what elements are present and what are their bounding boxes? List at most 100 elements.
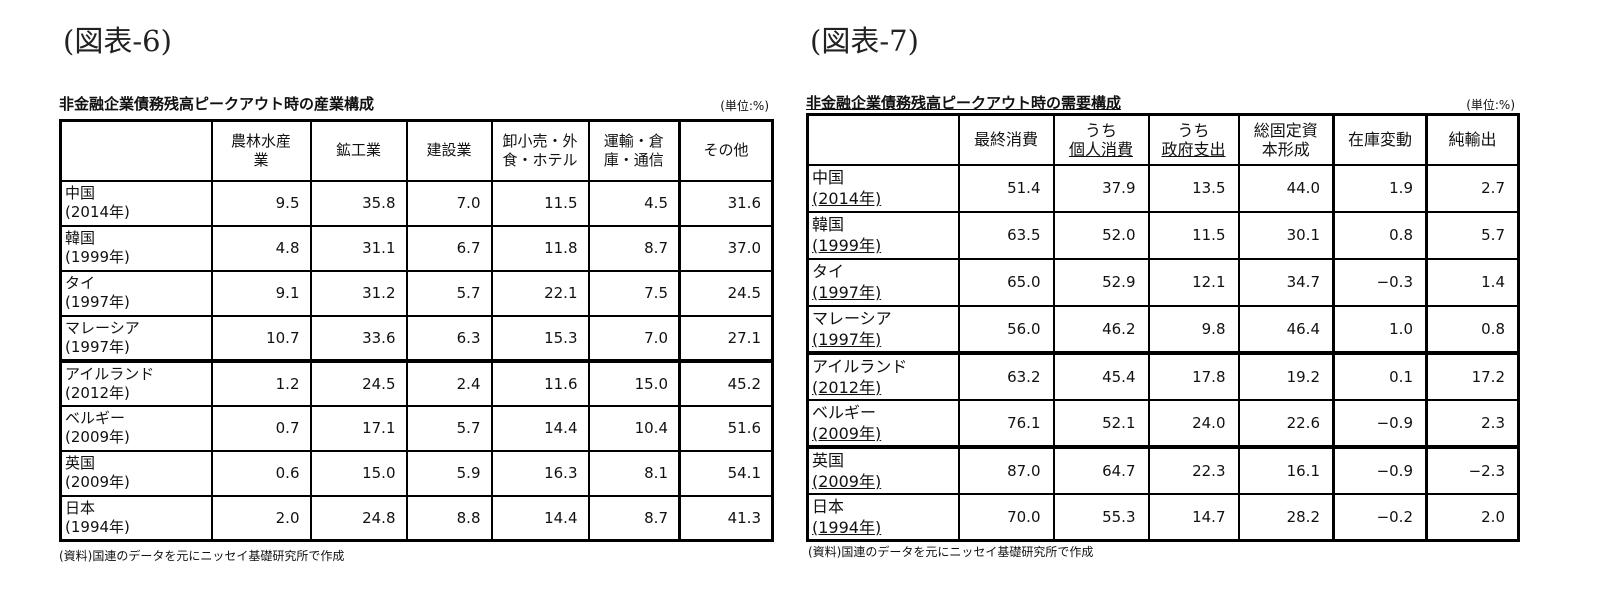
country-name: アイルランド (812, 356, 908, 376)
value-cell: 1.0 (1332, 304, 1428, 354)
value-cell: 33.6 (309, 314, 408, 362)
table-row: ベルギー (2009年) 76.1 52.1 24.0 22.6 −0.9 2.3 (806, 398, 1520, 448)
table-row: ベルギー (2009年) 0.7 17.1 5.7 14.4 10.4 51.6 (59, 404, 774, 452)
peak-year: (2014年) (812, 189, 882, 208)
value-cell: 14.7 (1147, 492, 1240, 542)
row-label: 日本 (1994年) (806, 492, 960, 542)
table-caption: 非金融企業債務残高ピークアウト時の需要構成 (806, 94, 1122, 112)
column-header-mining-manufacturing: 鉱工業 (309, 119, 408, 182)
value-cell: 0.6 (210, 449, 312, 497)
column-header-country (806, 113, 960, 166)
value-cell: 31.1 (309, 224, 408, 272)
value-cell: −2.3 (1425, 444, 1520, 495)
value-cell: 2.0 (210, 494, 312, 542)
value-cell: 55.3 (1052, 492, 1150, 542)
table-row: 中国 (2014年) 51.4 37.9 13.5 44.0 1.9 2.7 (806, 163, 1520, 213)
value-cell: 1.4 (1425, 257, 1520, 307)
column-header-private-consumption: うち 個人消費 (1052, 113, 1150, 166)
value-cell: 27.1 (678, 314, 774, 362)
row-label: 中国 (2014年) (806, 163, 960, 213)
value-cell: 87.0 (957, 444, 1055, 495)
value-cell: 24.0 (1147, 398, 1240, 448)
source-note: (資料)国連のデータを元にニッセイ基礎研究所で作成 (808, 545, 1094, 559)
table-row: 韓国 (1999年) 4.8 31.1 6.7 11.8 8.7 37.0 (59, 224, 774, 272)
peak-year: (1997年) (812, 283, 882, 302)
value-cell: 4.8 (210, 224, 312, 272)
peak-year: (1994年) (812, 517, 882, 537)
value-cell: 28.2 (1237, 492, 1335, 542)
value-cell: 22.6 (1237, 398, 1335, 448)
value-cell: 0.1 (1332, 350, 1428, 401)
value-cell: 46.4 (1237, 304, 1335, 354)
value-cell: 4.5 (587, 179, 681, 227)
source-note: (資料)国連のデータを元にニッセイ基礎研究所で作成 (59, 549, 345, 563)
value-cell: 31.6 (678, 179, 774, 227)
column-header-wholesale-retail: 卸小売・外 食・ホテル (490, 119, 590, 182)
value-cell: 30.1 (1237, 210, 1335, 260)
column-header-final-consumption: 最終消費 (957, 113, 1055, 166)
value-cell: 16.1 (1237, 444, 1335, 495)
row-label: アイルランド (2012年) (806, 350, 960, 401)
value-cell: 2.4 (405, 358, 493, 407)
column-header-agriculture: 農林水産業 (210, 119, 312, 182)
value-cell: 5.7 (405, 404, 493, 452)
value-cell: 45.2 (678, 358, 774, 407)
value-cell: 31.2 (309, 269, 408, 317)
country-name: 英国 (65, 454, 96, 472)
value-cell: 17.2 (1425, 350, 1520, 401)
country-name: タイ (65, 274, 96, 292)
value-cell: 17.8 (1147, 350, 1240, 401)
value-cell: −0.3 (1332, 257, 1428, 307)
table-row: 日本 (1994年) 70.0 55.3 14.7 28.2 −0.2 2.0 (806, 492, 1520, 542)
country-name: 中国 (812, 168, 845, 187)
column-header-transport: 運輸・倉 庫・通信 (587, 119, 681, 182)
table-row: 韓国 (1999年) 63.5 52.0 11.5 30.1 0.8 5.7 (806, 210, 1520, 260)
value-cell: 15.0 (309, 449, 408, 497)
table-row: アイルランド (2012年) 1.2 24.5 2.4 11.6 15.0 45.2 (59, 358, 774, 407)
table-row: マレーシア (1997年) 56.0 46.2 9.8 46.4 1.0 0.8 (806, 304, 1520, 354)
caption-row: 非金融企業債務残高ピークアウト時の産業構成 (単位:%) (59, 93, 771, 114)
column-header-construction: 建設業 (405, 119, 493, 182)
column-header-gross-fixed-capital: 総固定資 本形成 (1237, 113, 1335, 166)
value-cell: 11.8 (490, 224, 590, 272)
value-cell: −0.2 (1332, 492, 1428, 542)
value-cell: 17.1 (309, 404, 408, 452)
value-cell: 46.2 (1052, 304, 1150, 354)
value-cell: 35.8 (309, 179, 408, 227)
value-cell: 7.0 (405, 179, 493, 227)
value-cell: 52.1 (1052, 398, 1150, 448)
value-cell: 5.7 (1425, 210, 1520, 260)
value-cell: 1.2 (210, 358, 312, 407)
value-cell: 10.7 (210, 314, 312, 362)
value-cell: 14.4 (490, 404, 590, 452)
figure-label: (図表-6) (63, 24, 172, 58)
column-header-net-exports: 純輸出 (1425, 113, 1520, 166)
unit-label: (単位:%) (1466, 98, 1515, 112)
row-label: マレーシア (1997年) (59, 314, 213, 362)
table-row: マレーシア (1997年) 10.7 33.6 6.3 15.3 7.0 27.1 (59, 314, 774, 362)
value-cell: 16.3 (490, 449, 590, 497)
peak-year: (2014年) (65, 203, 130, 221)
value-cell: 8.8 (405, 494, 493, 542)
value-cell: 22.1 (490, 269, 590, 317)
value-cell: 1.9 (1332, 163, 1428, 213)
value-cell: 11.5 (490, 179, 590, 227)
value-cell: 7.5 (587, 269, 681, 317)
peak-year: (2012年) (812, 377, 882, 397)
country-name: マレーシア (812, 308, 892, 328)
country-name: ベルギー (812, 402, 877, 422)
peak-year: (1997年) (812, 329, 882, 349)
value-cell: 0.8 (1425, 304, 1520, 354)
value-cell: 0.7 (210, 404, 312, 452)
unit-label: (単位:%) (720, 99, 769, 113)
peak-year: (1999年) (812, 236, 882, 255)
row-label: マレーシア (1997年) (806, 304, 960, 354)
value-cell: 14.4 (490, 494, 590, 542)
row-label: 中国 (2014年) (59, 179, 213, 227)
figure-label: (図表-7) (810, 24, 919, 58)
value-cell: 41.3 (678, 494, 774, 542)
value-cell: 52.0 (1052, 210, 1150, 260)
value-cell: 11.5 (1147, 210, 1240, 260)
country-name: 中国 (65, 184, 96, 202)
peak-year: (1997年) (65, 293, 130, 311)
